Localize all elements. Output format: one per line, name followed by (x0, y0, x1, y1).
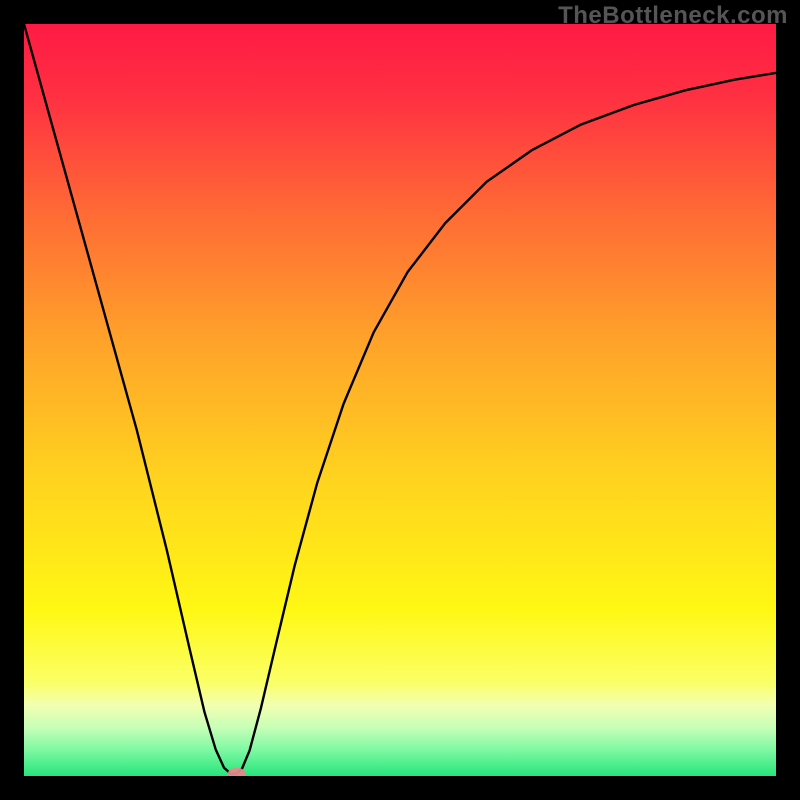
watermark-text: TheBottleneck.com (558, 2, 788, 30)
chart-background (24, 24, 776, 776)
bottleneck-chart (24, 24, 776, 776)
